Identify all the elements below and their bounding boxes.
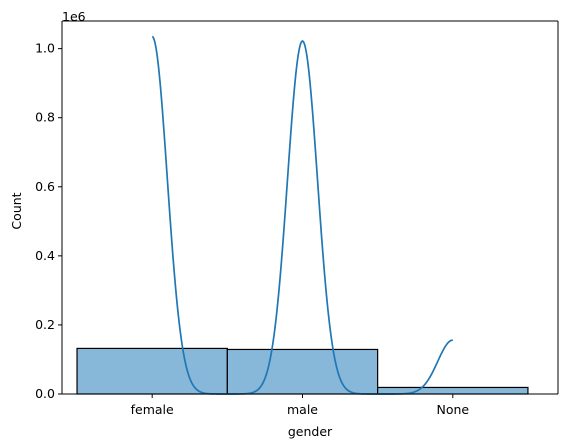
- y-tick-label: 0.6: [35, 179, 55, 194]
- y-offset-label: 1e6: [62, 9, 86, 24]
- bar-female: [76, 347, 228, 395]
- bar-none: [377, 386, 529, 395]
- x-tick-label: female: [131, 402, 174, 417]
- y-tick-label: 0.2: [35, 317, 55, 332]
- y-tick-label: 0.4: [35, 248, 55, 263]
- bar-male: [226, 348, 379, 395]
- y-tick-label: 0.8: [35, 110, 55, 125]
- x-tick-label: None: [436, 402, 469, 417]
- kde-curve-female: [151, 35, 228, 395]
- y-tick-label: 0.0: [35, 386, 55, 401]
- x-axis-label: gender: [288, 424, 333, 439]
- kde-curve-male: [227, 40, 378, 395]
- y-axis-label: Count: [9, 192, 24, 229]
- y-tick-label: 1.0: [35, 41, 55, 56]
- x-tick-label: male: [287, 402, 318, 417]
- plot-area: 0.0 0.2 0.4 0.6 0.8 1.0 female male None: [35, 20, 559, 417]
- kde-curve-none: [377, 339, 453, 395]
